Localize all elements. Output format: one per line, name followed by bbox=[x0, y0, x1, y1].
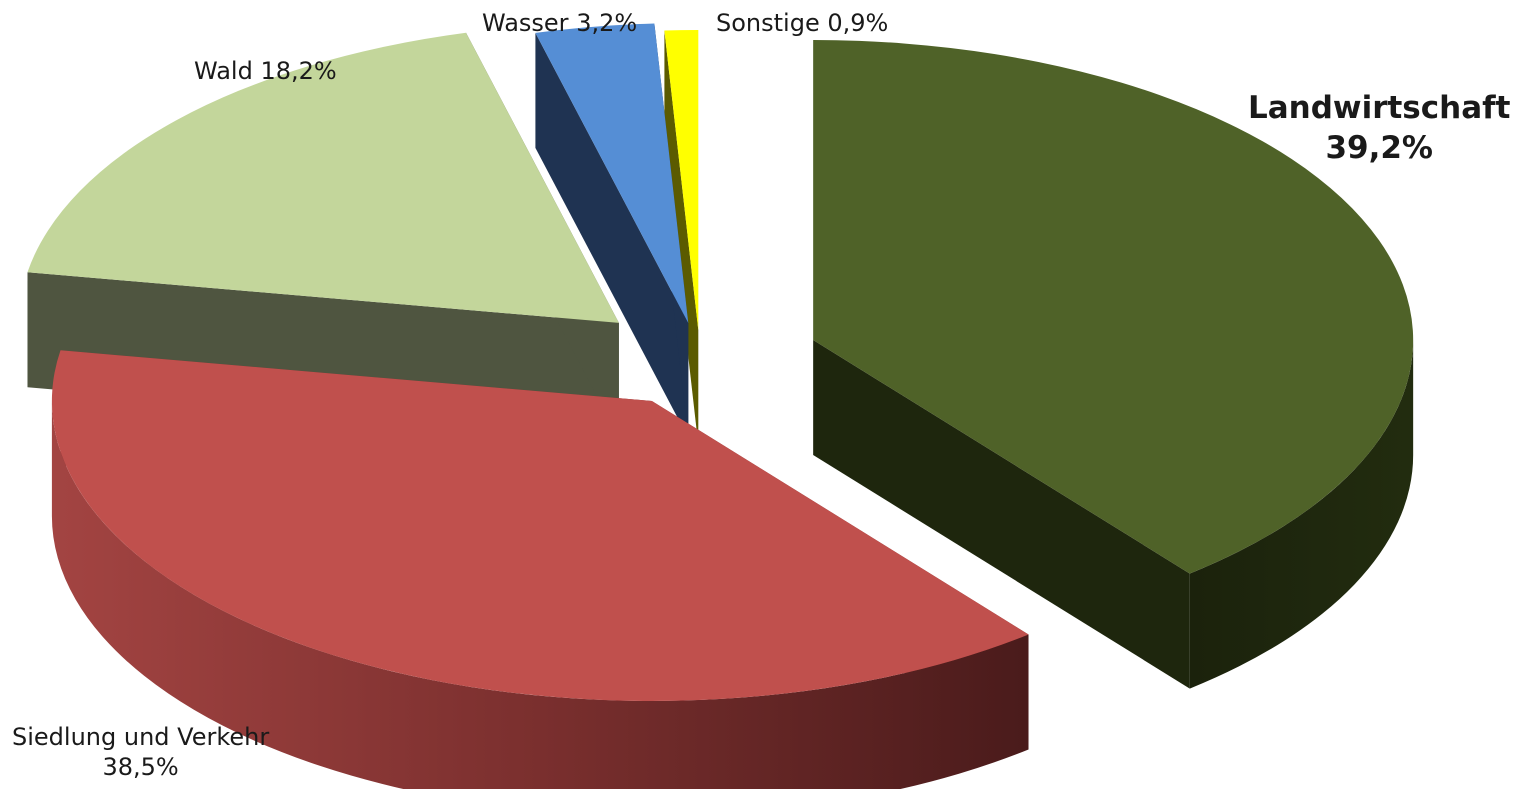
slice-top-landwirtschaft bbox=[813, 40, 1414, 574]
slice-wall-start-sonstige bbox=[664, 30, 699, 446]
slice-outer-wall-landwirtschaft bbox=[1189, 340, 1414, 689]
slice-name-sonstige: Sonstige bbox=[716, 9, 820, 37]
slice-top-wald bbox=[27, 32, 619, 323]
slice-label-sonstige: Sonstige 0,9% bbox=[716, 8, 888, 38]
slice-label-wasser: Wasser 3,2% bbox=[482, 8, 637, 38]
slice-value-siedlung: 38,5% bbox=[102, 753, 179, 781]
slice-top-siedlung bbox=[51, 350, 1029, 701]
slice-label-wald: Wald 18,2% bbox=[194, 56, 337, 86]
slice-value-sonstige: 0,9% bbox=[827, 9, 889, 37]
slice-name-wasser: Wasser bbox=[482, 9, 569, 37]
slice-siedlung bbox=[51, 350, 1029, 789]
slice-name-wald: Wald bbox=[194, 57, 253, 85]
slice-value-landwirtschaft: 39,2% bbox=[1325, 130, 1433, 166]
slice-wall-end-landwirtschaft bbox=[813, 340, 1190, 689]
slice-wall-start-wasser bbox=[535, 32, 689, 438]
slice-name-siedlung: Siedlung und Verkehr bbox=[12, 723, 270, 751]
slice-label-landwirtschaft: Landwirtschaft 39,2% bbox=[1248, 88, 1510, 168]
slice-value-wald: 18,2% bbox=[260, 57, 337, 85]
slice-landwirtschaft bbox=[813, 40, 1414, 689]
slice-name-landwirtschaft: Landwirtschaft bbox=[1248, 90, 1511, 126]
slice-wasser bbox=[535, 23, 689, 438]
slice-sonstige bbox=[664, 30, 699, 446]
slice-top-wasser bbox=[535, 23, 689, 323]
slice-label-siedlung: Siedlung und Verkehr 38,5% bbox=[12, 722, 269, 782]
slice-value-wasser: 3,2% bbox=[576, 9, 638, 37]
slice-top-sonstige bbox=[664, 30, 699, 331]
slice-outer-wall-siedlung bbox=[51, 400, 1029, 789]
